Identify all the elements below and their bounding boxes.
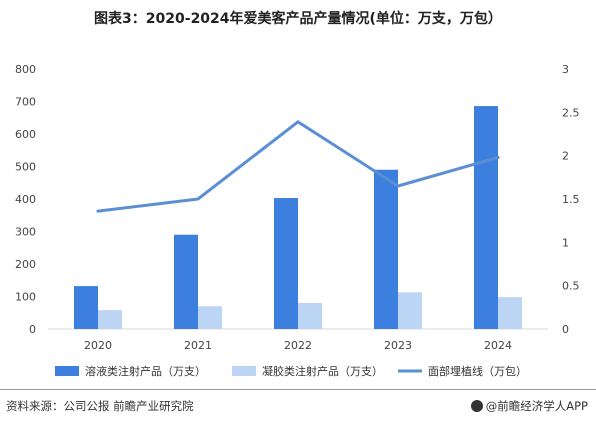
legend-swatch [232, 366, 256, 376]
series-line [96, 120, 500, 213]
line-point [396, 184, 400, 188]
y-left-tick-label: 500 [15, 161, 36, 174]
legend-label: 面部埋植线（万包） [428, 364, 527, 378]
y-left-tick-label: 600 [15, 128, 36, 141]
y-right-tick-label: 0.5 [562, 280, 580, 293]
bar [174, 234, 198, 329]
bar [498, 297, 522, 329]
bar [198, 306, 222, 329]
bar [398, 292, 422, 329]
y-left-tick-label: 300 [15, 226, 36, 239]
brand-label: @前瞻经济学人APP [470, 398, 588, 414]
x-tick-label: 2023 [384, 339, 412, 352]
source-note: 资料来源：公司公报 前瞻产业研究院 [6, 399, 194, 413]
bar [98, 310, 122, 329]
bar [298, 303, 322, 329]
y-left-tick-label: 100 [15, 291, 36, 304]
x-tick-label: 2020 [84, 339, 112, 352]
line-point [96, 209, 100, 213]
legend-swatch [55, 366, 79, 376]
y-right-tick-label: 2.5 [562, 106, 580, 119]
y-right-tick-label: 1.5 [562, 193, 580, 206]
line-point [196, 197, 200, 201]
y-right-tick-label: 1 [562, 236, 569, 249]
bar [374, 169, 398, 329]
y-left-tick-label: 400 [15, 193, 36, 206]
bar [474, 106, 498, 329]
y-left-tick-label: 800 [15, 63, 36, 76]
line-point [296, 120, 300, 124]
x-tick-label: 2021 [184, 339, 212, 352]
legend-label: 溶液类注射产品（万支） [85, 364, 206, 378]
line-point [496, 155, 500, 159]
y-right-tick-label: 3 [562, 63, 569, 76]
x-tick-label: 2022 [284, 339, 312, 352]
brand-logo-icon [470, 400, 483, 412]
chart-title: 图表3：2020-2024年爱美客产品产量情况(单位：万支，万包） [94, 11, 502, 27]
y-right-tick-label: 0 [562, 323, 569, 336]
y-left-tick-label: 700 [15, 96, 36, 109]
bar [274, 198, 298, 329]
y-right-tick-label: 2 [562, 150, 569, 163]
footer-divider [0, 389, 596, 390]
brand-text: @前瞻经济学人APP [485, 399, 588, 413]
bar [74, 286, 98, 329]
legend-label: 凝胶类注射产品（万支） [262, 364, 383, 378]
y-left-tick-label: 0 [29, 323, 36, 336]
y-left-tick-label: 200 [15, 258, 36, 271]
x-tick-label: 2024 [484, 339, 512, 352]
